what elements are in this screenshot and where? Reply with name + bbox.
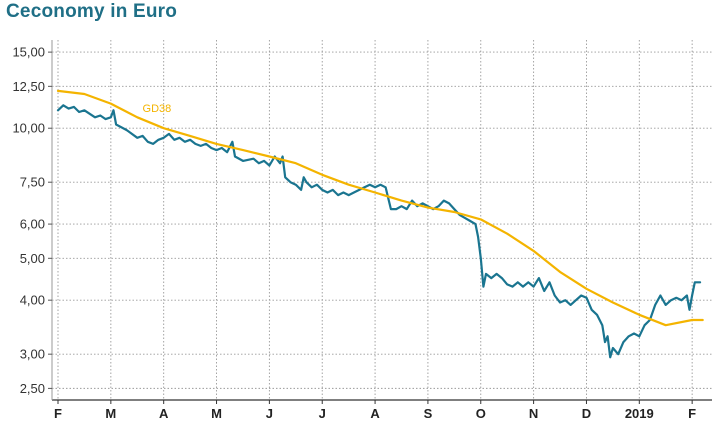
y-tick-label: 5,00 [20,251,45,266]
x-tick-label: F [54,406,62,421]
moving-average-line [56,89,704,327]
y-tick-label: 7,50 [20,175,45,190]
x-tick-label: M [105,406,116,421]
y-axis-ticks: 15,00 12,50 10,00 7,50 6,00 5,00 4,00 3,00 2,50 [12,45,45,396]
y-tick-label: 12,50 [12,79,45,94]
x-tick-label: 2019 [625,406,654,421]
annotations: GD38 [143,103,172,115]
x-tick-label: A [159,406,169,421]
y-tick-label: 15,00 [12,45,45,60]
price-line [56,104,702,359]
x-tick-label: S [424,406,433,421]
x-tick-label: N [529,406,538,421]
series-lines [56,89,704,359]
y-tick-label: 3,00 [20,347,45,362]
x-tick-label: D [582,406,591,421]
x-tick-label: A [370,406,380,421]
series-label-gd38: GD38 [143,103,172,115]
grid [48,40,712,404]
y-tick-label: 2,50 [20,381,45,396]
x-tick-label: O [476,406,486,421]
y-tick-label: 10,00 [12,121,45,136]
x-tick-label: M [211,406,222,421]
chart-title: Ceconomy in Euro [6,1,178,22]
y-tick-label: 6,00 [20,217,45,232]
x-tick-label: J [266,406,273,421]
x-tick-label: F [688,406,696,421]
y-tick-label: 4,00 [20,293,45,308]
x-tick-label: J [319,406,326,421]
x-axis-ticks: F M A M J J A S O N D 2019 F [54,406,696,421]
